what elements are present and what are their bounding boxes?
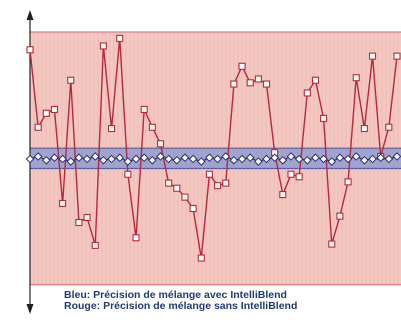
point-red [124, 170, 132, 178]
point-red [50, 105, 59, 114]
point-red [75, 218, 83, 227]
point-blue [245, 153, 255, 163]
point-red [360, 124, 368, 133]
point-blue [66, 157, 76, 166]
point-blue [25, 154, 35, 164]
legend-red: Rouge: Précision de mélange sans Intelli… [64, 300, 298, 312]
point-blue [270, 153, 279, 163]
y-axis-arrow-top [26, 10, 34, 20]
point-red [320, 114, 328, 122]
point-blue [384, 154, 394, 164]
point-blue [148, 155, 157, 165]
point-blue [74, 153, 84, 163]
point-red [181, 193, 189, 201]
point-blue [351, 152, 361, 161]
point-blue [196, 157, 206, 166]
point-blue [50, 153, 59, 163]
point-blue [254, 157, 263, 166]
point-red [336, 212, 344, 220]
point-red [26, 46, 34, 54]
point-red [34, 123, 42, 131]
point-red [287, 170, 295, 178]
point-blue [99, 155, 108, 165]
y-axis-arrow-bottom [26, 304, 34, 314]
point-red [222, 179, 230, 187]
point-red [42, 109, 50, 117]
point-blue [205, 153, 214, 163]
point-red [205, 170, 213, 178]
point-blue [107, 154, 116, 164]
point-blue [33, 152, 43, 161]
point-red [311, 76, 319, 84]
point-red [83, 213, 91, 221]
point-blue [278, 155, 288, 165]
point-red [295, 173, 303, 181]
point-red [352, 74, 360, 82]
point-blue [360, 155, 369, 165]
point-blue [90, 152, 100, 161]
point-red [393, 52, 401, 60]
point-red [148, 123, 156, 131]
point-red [344, 178, 352, 186]
point-red [67, 76, 75, 84]
point-blue [302, 155, 312, 165]
point-blue [42, 155, 51, 165]
point-blue [115, 153, 125, 163]
point-red [116, 34, 124, 42]
point-blue [180, 153, 190, 163]
point-blue [131, 154, 141, 164]
point-red [132, 234, 140, 242]
point-red [238, 62, 246, 70]
point-blue [221, 152, 231, 161]
point-blue [319, 154, 328, 164]
point-red [279, 191, 287, 199]
point-blue [237, 154, 247, 164]
point-red [156, 140, 165, 148]
point-red [214, 182, 222, 190]
point-blue [188, 154, 198, 164]
series-line-red [29, 38, 398, 259]
point-red [91, 241, 99, 249]
point-red [303, 89, 311, 97]
point-blue [229, 155, 239, 165]
point-blue [376, 153, 385, 163]
point-blue [156, 152, 165, 161]
point-red [254, 75, 262, 83]
point-red [140, 105, 148, 114]
point-red [328, 240, 336, 248]
point-blue [294, 154, 304, 164]
point-red [99, 42, 107, 50]
point-blue [392, 152, 401, 161]
legend-blue: Bleu: Précision de mélange avec IntelliB… [64, 289, 287, 301]
point-red [165, 179, 173, 187]
point-blue [343, 154, 353, 164]
point-red [197, 254, 205, 262]
point-red [59, 199, 67, 207]
point-blue [311, 153, 320, 163]
point-blue [139, 153, 149, 163]
point-red [189, 204, 197, 213]
legend: Bleu: Précision de mélange avec IntelliB… [64, 290, 297, 312]
point-blue [286, 152, 296, 161]
point-red [108, 124, 116, 133]
point-blue [123, 157, 133, 166]
point-blue [213, 154, 222, 164]
point-blue [368, 154, 377, 164]
point-red [173, 184, 181, 192]
point-blue [262, 154, 271, 164]
point-blue [58, 154, 67, 164]
point-red [230, 80, 238, 88]
point-red [262, 80, 271, 88]
point-blue [327, 157, 337, 166]
point-red [246, 79, 254, 87]
series-line-blue [29, 155, 398, 163]
point-red [368, 52, 377, 60]
point-blue [172, 155, 182, 165]
point-blue [82, 154, 92, 164]
point-red [385, 123, 393, 131]
point-blue [335, 153, 345, 163]
point-blue [164, 154, 173, 164]
